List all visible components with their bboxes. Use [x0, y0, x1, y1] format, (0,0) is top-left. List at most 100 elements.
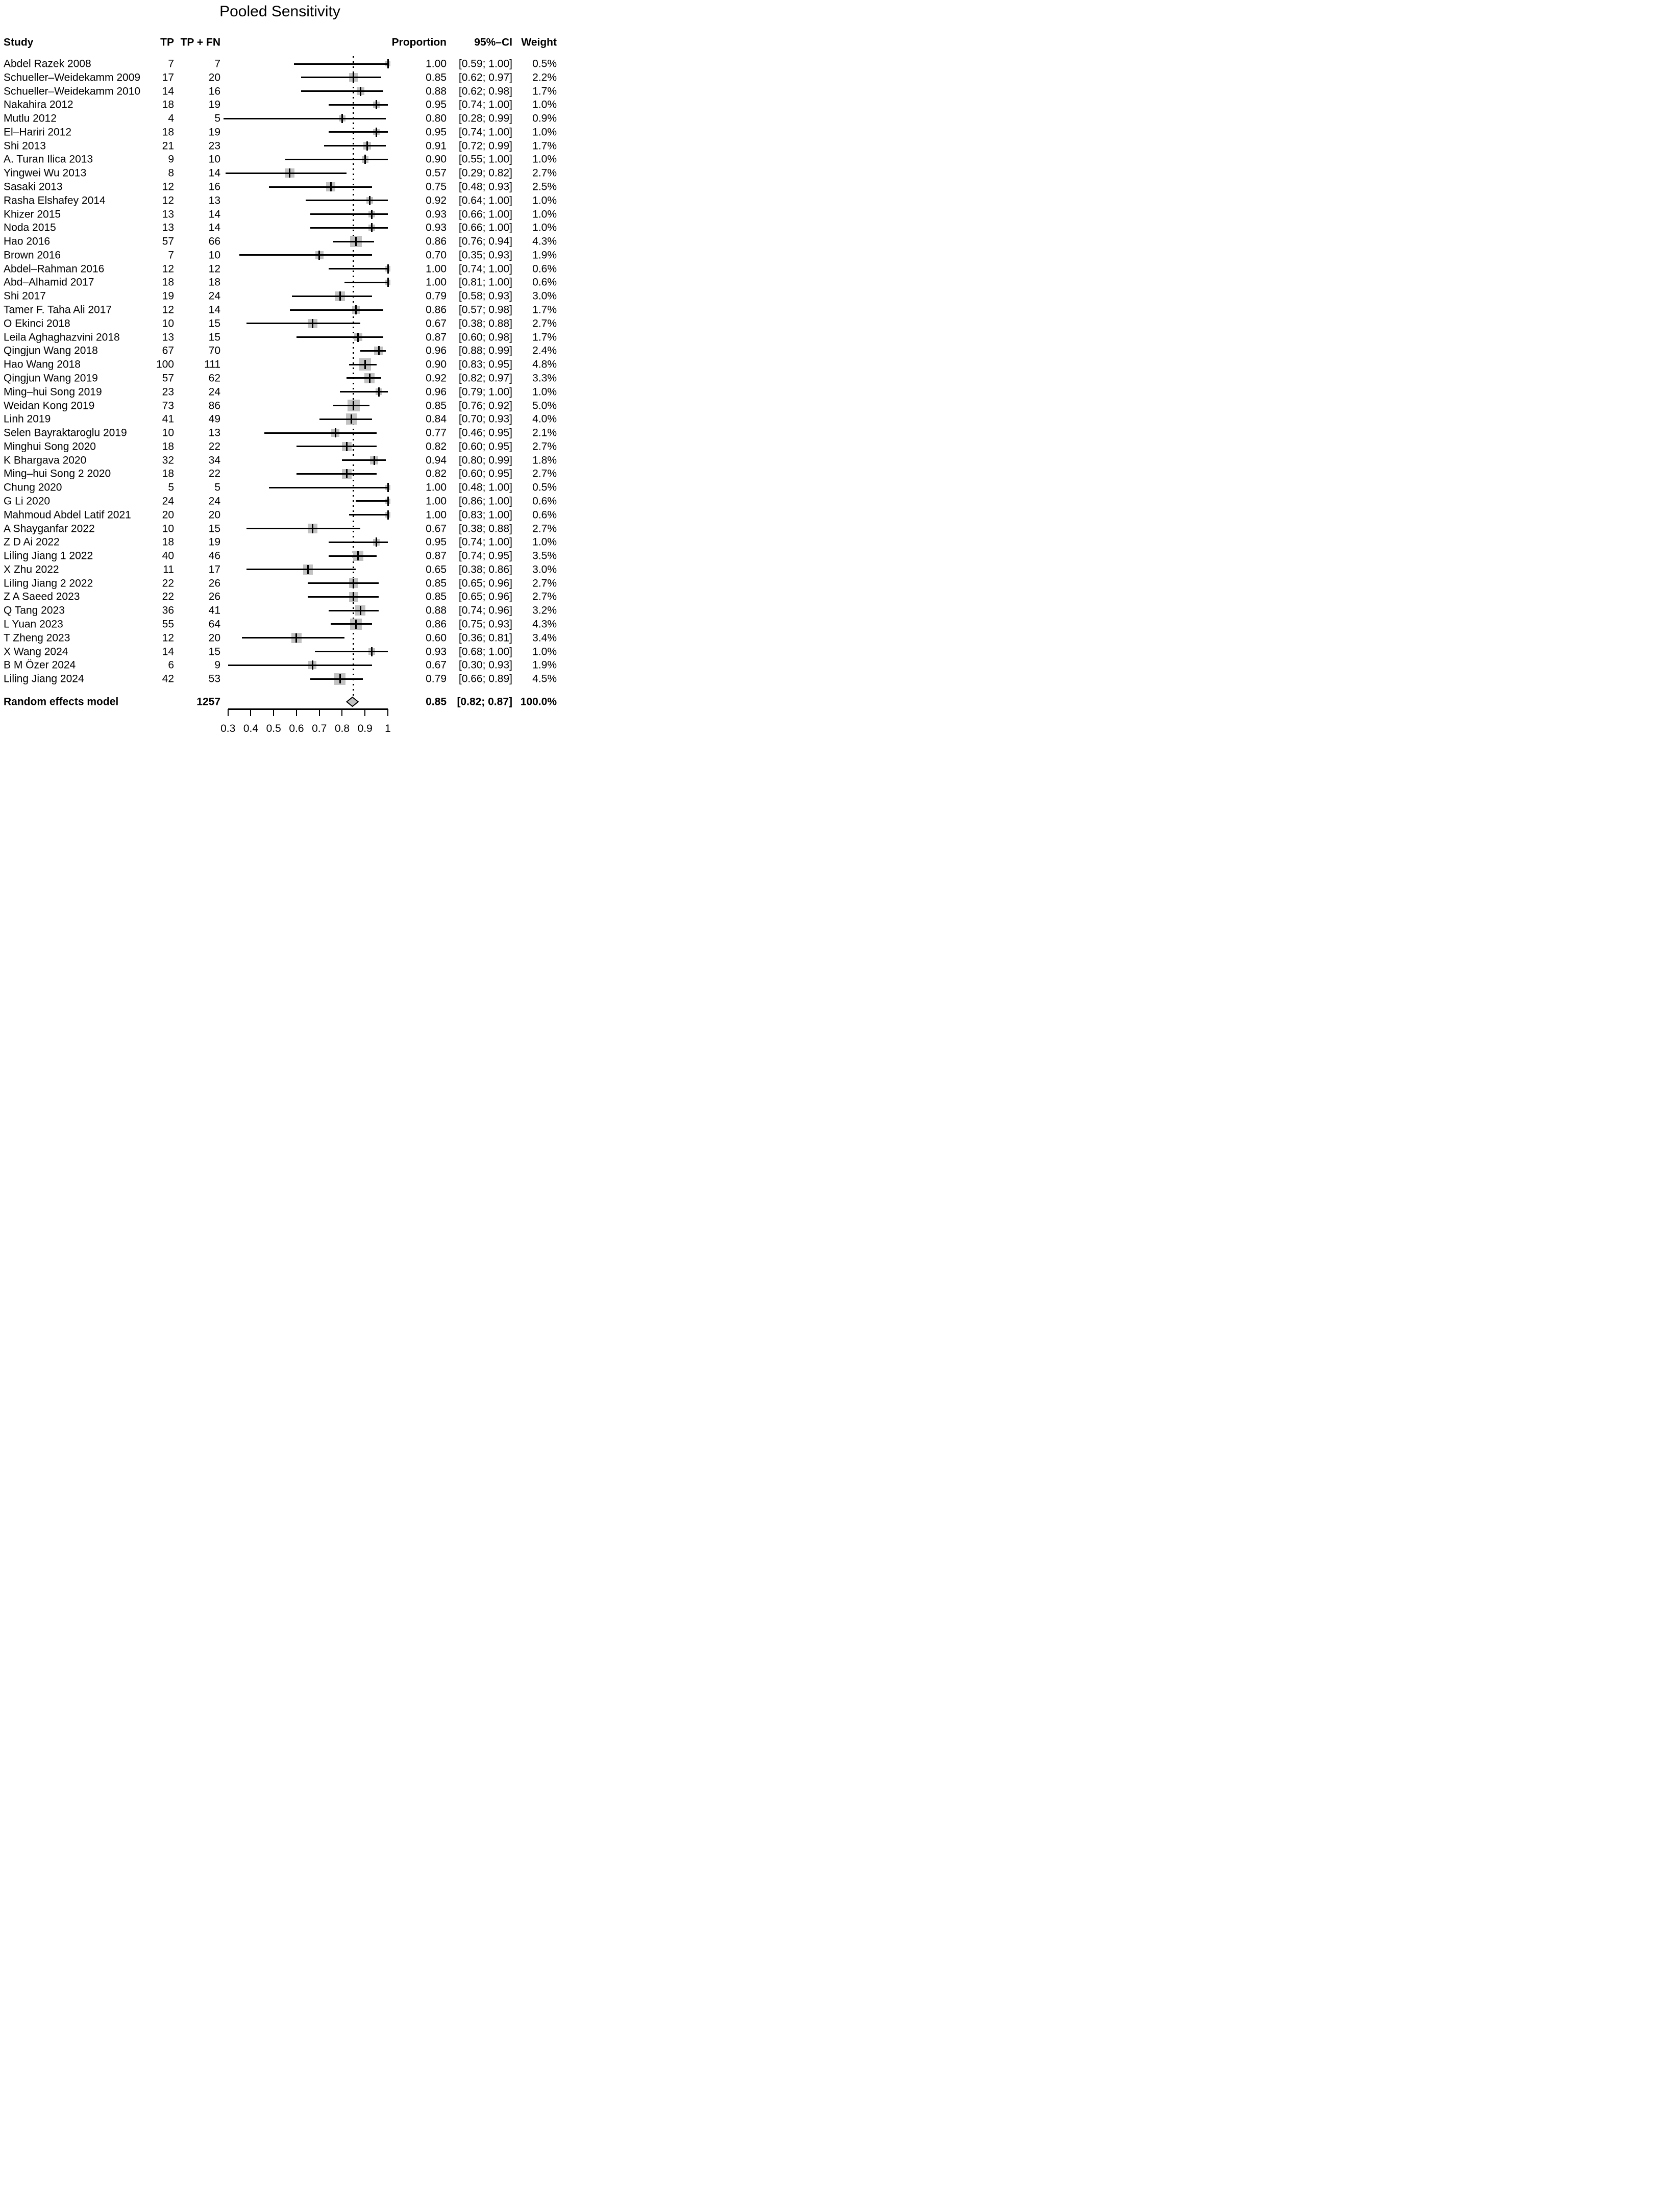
study-label: B M Özer 2024 — [4, 659, 76, 671]
ci-line — [347, 377, 381, 379]
ci-value: [0.81; 1.00] — [458, 276, 512, 288]
tp-fn-value: 62 — [208, 372, 220, 384]
weight-value: 1.0% — [532, 194, 557, 207]
ci-line — [228, 664, 372, 666]
tp-fn-value: 26 — [208, 591, 220, 603]
tp-fn-value: 18 — [208, 276, 220, 288]
weight-value: 1.0% — [532, 222, 557, 234]
tp-value: 12 — [162, 181, 174, 193]
estimate-tick — [353, 401, 355, 410]
tp-fn-value: 7 — [214, 58, 220, 70]
col-header-tp-fn: TP + FN — [180, 36, 220, 48]
proportion-value: 0.93 — [426, 646, 447, 658]
study-label: X Wang 2024 — [4, 646, 68, 658]
tp-value: 9 — [168, 153, 174, 165]
study-label: Nakahira 2012 — [4, 99, 73, 111]
proportion-value: 0.80 — [426, 112, 447, 125]
weight-value: 2.7% — [532, 577, 557, 589]
ci-value: [0.66; 0.89] — [458, 673, 512, 685]
proportion-value: 0.90 — [426, 153, 447, 165]
study-label: Schueller–Weidekamm 2009 — [4, 71, 141, 84]
study-label: A. Turan Ilica 2013 — [4, 153, 93, 165]
study-label: Khizer 2015 — [4, 208, 61, 220]
tp-value: 20 — [162, 509, 174, 521]
tp-fn-value: 13 — [208, 194, 220, 207]
study-label: Sasaki 2013 — [4, 181, 63, 193]
weight-value: 3.0% — [532, 563, 557, 576]
estimate-tick — [378, 387, 380, 397]
weight-value: 1.9% — [532, 249, 557, 261]
ci-line — [310, 227, 388, 229]
x-axis-tick — [273, 709, 275, 716]
weight-value: 0.5% — [532, 58, 557, 70]
ci-value: [0.29; 0.82] — [458, 167, 512, 179]
tp-fn-value: 14 — [208, 304, 220, 316]
tp-fn-value: 14 — [208, 222, 220, 234]
tp-value: 36 — [162, 604, 174, 617]
col-header-tp: TP — [160, 36, 174, 48]
tp-fn-value: 16 — [208, 85, 220, 97]
proportion-value: 0.79 — [426, 673, 447, 685]
tp-value: 24 — [162, 495, 174, 507]
estimate-tick — [359, 606, 361, 616]
tp-fn-value: 53 — [208, 673, 220, 685]
weight-value: 3.5% — [532, 550, 557, 562]
proportion-value: 1.00 — [426, 481, 447, 494]
ci-value: [0.62; 0.97] — [458, 71, 512, 84]
estimate-tick — [376, 537, 378, 547]
ci-value: [0.59; 1.00] — [458, 58, 512, 70]
tp-value: 14 — [162, 85, 174, 97]
proportion-value: 0.79 — [426, 290, 447, 302]
tp-value: 41 — [162, 413, 174, 425]
tp-value: 18 — [162, 276, 174, 288]
ci-value: [0.66; 1.00] — [458, 222, 512, 234]
proportion-value: 0.65 — [426, 563, 447, 576]
study-label: Hao 2016 — [4, 235, 51, 248]
study-label: Q Tang 2023 — [4, 604, 65, 617]
ci-line — [328, 555, 377, 557]
ci-value: [0.57; 0.98] — [458, 304, 512, 316]
ci-value: [0.74; 0.96] — [458, 604, 512, 617]
pooled-label: Random effects model — [4, 696, 119, 708]
ci-line — [356, 500, 388, 502]
proportion-value: 0.67 — [426, 317, 447, 330]
ci-value: [0.28; 0.99] — [458, 112, 512, 125]
study-label: Weidan Kong 2019 — [4, 400, 95, 411]
tp-fn-value: 9 — [214, 659, 220, 671]
estimate-tick — [371, 209, 373, 219]
ci-line — [308, 596, 379, 598]
tp-value: 18 — [162, 440, 174, 453]
ci-line — [360, 350, 386, 352]
tp-value: 12 — [162, 632, 174, 644]
study-label: Liling Jiang 1 2022 — [4, 550, 93, 562]
tp-fn-value: 70 — [208, 345, 220, 357]
tp-value: 21 — [162, 140, 174, 152]
proportion-value: 0.93 — [426, 222, 447, 234]
weight-value: 1.0% — [532, 536, 557, 548]
estimate-tick — [387, 264, 389, 274]
ci-value: [0.30; 0.93] — [458, 659, 512, 671]
weight-value: 4.0% — [532, 413, 557, 425]
ci-line — [314, 651, 388, 653]
estimate-tick — [353, 592, 355, 602]
pooled-diamond-shape — [345, 696, 359, 707]
weight-value: 1.0% — [532, 153, 557, 165]
weight-value: 2.7% — [532, 317, 557, 330]
tp-fn-value: 20 — [208, 71, 220, 84]
tp-fn-value: 16 — [208, 181, 220, 193]
ci-value: [0.75; 0.93] — [458, 618, 512, 630]
x-axis-tick-label: 0.3 — [220, 723, 236, 734]
proportion-value: 1.00 — [426, 58, 447, 70]
ci-value: [0.65; 0.96] — [458, 591, 512, 603]
proportion-value: 0.86 — [426, 618, 447, 630]
tp-value: 7 — [168, 58, 174, 70]
weight-value: 5.0% — [532, 400, 557, 411]
tp-fn-value: 15 — [208, 646, 220, 658]
estimate-tick — [311, 524, 313, 533]
x-axis-tick-label: 0.9 — [357, 723, 373, 734]
ci-value: [0.83; 1.00] — [458, 509, 512, 521]
ci-value: [0.48; 0.93] — [458, 181, 512, 193]
ci-line — [264, 432, 377, 434]
estimate-tick — [339, 674, 341, 684]
ci-value: [0.38; 0.86] — [458, 563, 512, 576]
